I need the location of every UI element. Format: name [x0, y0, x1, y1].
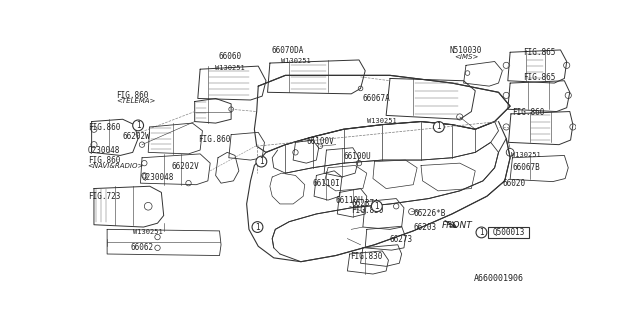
- Text: 66067A: 66067A: [362, 94, 390, 103]
- Text: 1: 1: [259, 157, 264, 166]
- Text: FIG.865: FIG.865: [524, 48, 556, 57]
- Text: W130251: W130251: [132, 229, 163, 236]
- Text: 1: 1: [436, 123, 441, 132]
- Circle shape: [256, 156, 267, 167]
- Text: 66067B: 66067B: [513, 163, 540, 172]
- Circle shape: [132, 120, 143, 131]
- Text: FIG.830: FIG.830: [351, 252, 383, 261]
- Text: W130251: W130251: [280, 58, 310, 64]
- Text: Q230048: Q230048: [142, 173, 174, 182]
- Circle shape: [433, 122, 444, 132]
- Text: N510030: N510030: [450, 46, 482, 55]
- Text: FIG.860: FIG.860: [88, 123, 120, 132]
- Text: 66202V: 66202V: [172, 162, 199, 171]
- Text: 66062: 66062: [131, 243, 154, 252]
- Circle shape: [371, 201, 382, 212]
- Text: 66110H: 66110H: [336, 196, 364, 205]
- Text: 66070DA: 66070DA: [271, 46, 304, 55]
- Text: 1: 1: [479, 228, 484, 237]
- Bar: [488, 227, 529, 238]
- Text: 66100U: 66100U: [344, 152, 371, 161]
- Text: FIG.860: FIG.860: [116, 91, 149, 100]
- Text: 66203: 66203: [413, 223, 436, 232]
- Text: W130251: W130251: [367, 118, 397, 124]
- Text: A660001906: A660001906: [474, 274, 524, 283]
- Text: 66110I: 66110I: [312, 179, 340, 188]
- Text: W130251: W130251: [511, 152, 541, 158]
- Text: 66226*B: 66226*B: [413, 209, 445, 218]
- Text: 66020: 66020: [502, 179, 525, 188]
- Text: 1: 1: [136, 121, 141, 130]
- Text: FRONT: FRONT: [442, 221, 473, 230]
- Text: Q500013: Q500013: [492, 228, 525, 237]
- Text: 66060: 66060: [218, 52, 241, 61]
- Circle shape: [476, 227, 487, 238]
- Circle shape: [252, 222, 263, 232]
- Text: FIG.860: FIG.860: [198, 135, 230, 144]
- Text: FIG.860: FIG.860: [88, 156, 120, 165]
- Text: FIG.830: FIG.830: [351, 206, 383, 215]
- Text: 66273: 66273: [390, 235, 413, 244]
- Text: <TELEMA>: <TELEMA>: [116, 98, 156, 104]
- Text: FIG.860: FIG.860: [513, 108, 545, 117]
- Text: 1: 1: [374, 202, 379, 211]
- Text: 66202W: 66202W: [123, 132, 150, 141]
- Text: 66100V: 66100V: [307, 137, 334, 146]
- Text: FIG.723: FIG.723: [88, 192, 120, 201]
- Text: Q230048: Q230048: [88, 146, 120, 155]
- Text: 66237A: 66237A: [351, 198, 379, 208]
- Text: FIG.865: FIG.865: [524, 73, 556, 82]
- Text: <NAVI&RADIO>: <NAVI&RADIO>: [88, 163, 144, 169]
- Text: <IMS>: <IMS>: [454, 54, 478, 60]
- Text: 1: 1: [255, 222, 260, 232]
- Text: W130251: W130251: [214, 65, 244, 71]
